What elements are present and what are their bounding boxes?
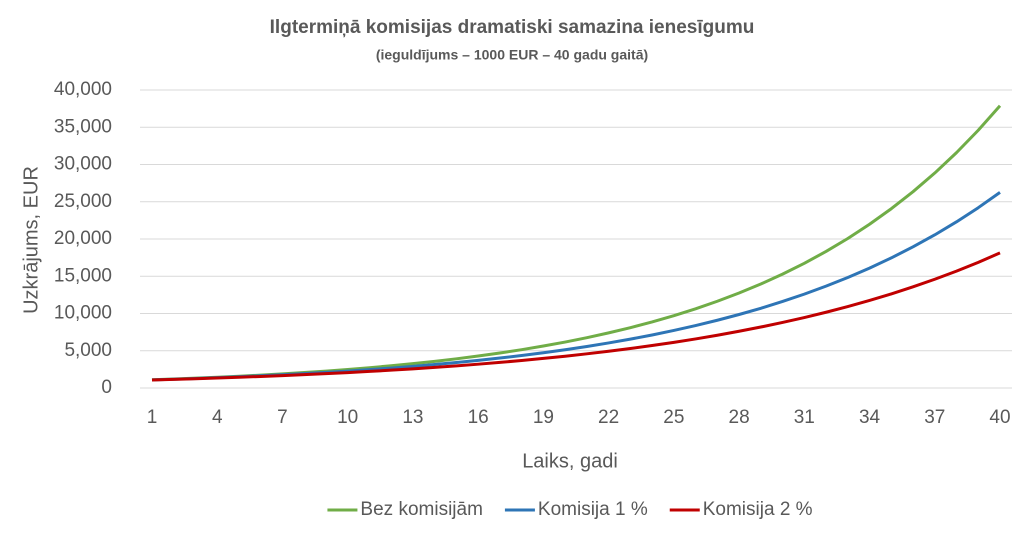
x-tick-label: 28	[729, 407, 750, 428]
chart-subtitle: (ieguldījums – 1000 EUR – 40 gadu gaitā)	[376, 47, 648, 63]
x-tick-label: 1	[147, 407, 158, 428]
x-tick-label: 22	[598, 407, 619, 428]
y-tick-label: 25,000	[54, 191, 112, 212]
y-tick-label: 40,000	[54, 79, 112, 100]
legend-label: Komisija 2 %	[703, 499, 813, 520]
x-tick-label: 10	[337, 407, 358, 428]
legend: Bez komisijām Komisija 1 % Komisija 2 %	[327, 499, 813, 520]
legend-label: Bez komisijām	[360, 499, 482, 520]
x-tick-label: 13	[402, 407, 423, 428]
series-line	[151, 251, 1001, 382]
y-axis-label: Uzkrājums, EUR	[20, 166, 42, 314]
y-tick-label: 30,000	[54, 154, 112, 175]
x-tick-label: 7	[277, 407, 288, 428]
y-tick-label: 20,000	[54, 228, 112, 249]
y-tick-label: 15,000	[54, 265, 112, 286]
x-tick-label: 40	[989, 407, 1010, 428]
x-tick-label: 37	[924, 407, 945, 428]
series-line	[151, 104, 1002, 382]
y-tick-label: 10,000	[54, 303, 112, 324]
x-tick-label: 19	[533, 407, 554, 428]
x-tick-label: 25	[663, 407, 684, 428]
chart-title: Ilgtermiņā komisijas dramatiski samazina…	[270, 17, 755, 38]
x-axis-label: Laiks, gadi	[522, 450, 618, 472]
legend-label: Komisija 1 %	[538, 499, 648, 520]
y-tick-label: 35,000	[54, 116, 112, 137]
y-tick-label: 0	[101, 377, 112, 398]
x-tick-label: 34	[859, 407, 881, 428]
x-tick-label: 4	[212, 407, 223, 428]
y-tick-label: 5,000	[64, 340, 112, 361]
x-tick-label: 31	[794, 407, 815, 428]
x-tick-label: 16	[468, 407, 489, 428]
